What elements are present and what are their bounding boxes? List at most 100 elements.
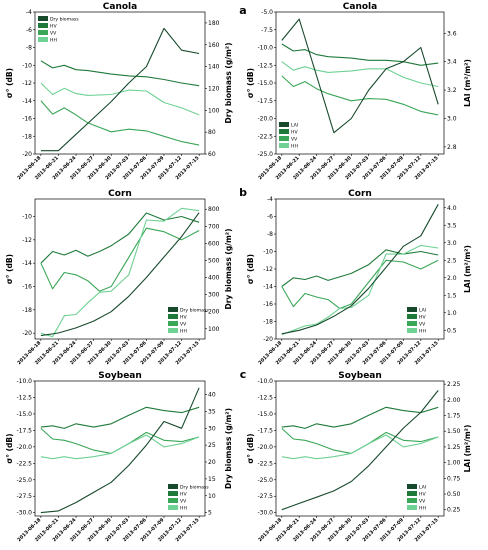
y-tick-label: -12 <box>22 237 32 244</box>
series-line-hv <box>281 43 439 66</box>
legend-entry: VV <box>419 322 426 328</box>
chart-corn-biomass: Corn -20 -18 -16 -14 -12 -10 100 200 300 400 500 600… <box>5 189 233 366</box>
legend-entry: LAI <box>291 123 298 129</box>
y2-tick-label: 160 <box>208 42 220 49</box>
chart-soybean-lai: Soybean -30.0 -27.5 -25.0 -22.5 -20.0 -17.5 -15… <box>246 371 472 543</box>
series-line-dry-biomass <box>40 27 200 152</box>
legend-entry: HV <box>419 492 426 498</box>
y-tick-label: -15.0 <box>16 411 32 418</box>
y2-tick-label: 1.00 <box>447 460 461 467</box>
y-tick-label: -20 <box>263 336 273 343</box>
y2-tick-label: 3.0 <box>447 240 457 247</box>
series-line-hv <box>281 249 439 287</box>
y-axis-label: σ° (dB) <box>246 68 255 98</box>
series-line-hh <box>40 82 200 116</box>
legend-swatch <box>38 23 48 28</box>
y-tick-label: -4 <box>26 9 32 16</box>
legend-entry: HV <box>50 24 57 30</box>
y-tick-label: -10 <box>22 62 32 69</box>
y2-tick-label: 15 <box>208 476 216 483</box>
y2-axis-label: Dry biomass (g/m²) <box>224 229 233 310</box>
legend-entry: Dry biomass <box>180 485 209 491</box>
series-line-vv <box>40 427 200 454</box>
y2-tick-label: 1.25 <box>447 444 461 451</box>
legend-entry: HH <box>291 144 298 150</box>
y2-tick-label: 120 <box>208 85 220 92</box>
y2-tick-label: 35 <box>208 408 216 415</box>
y2-tick-label: 2.8 <box>447 144 457 151</box>
series-line-vv <box>40 100 200 146</box>
legend-swatch <box>407 498 417 503</box>
panel-label-a: a <box>239 4 246 17</box>
legend-swatch <box>407 491 417 496</box>
legend-swatch <box>168 314 178 319</box>
y-tick-label: -16 <box>263 301 273 308</box>
y2-tick-label: 3.0 <box>447 116 457 123</box>
y2-tick-label: 2.0 <box>447 275 457 282</box>
y-tick-label: -6 <box>267 214 273 221</box>
y-tick-label: -17.5 <box>257 98 273 105</box>
y-tick-label: -20 <box>22 151 32 158</box>
series-line-hh <box>40 434 200 460</box>
series-line-lai <box>281 390 439 511</box>
legend-swatch <box>407 314 417 319</box>
y-tick-label: -18 <box>22 307 32 314</box>
y2-tick-label: 500 <box>208 257 220 264</box>
series-line-vv <box>40 227 200 292</box>
y-tick-label: -12 <box>263 266 273 273</box>
y-tick-label: -10 <box>22 214 32 221</box>
legend-swatch <box>279 129 289 134</box>
y2-tick-label: 40 <box>208 392 216 399</box>
y2-tick-label: 3.5 <box>447 222 457 229</box>
series-line-dry-biomass <box>40 387 200 514</box>
y2-tick-label: 180 <box>208 20 220 27</box>
y-axis-label: σ° (dB) <box>5 68 14 98</box>
y-tick-label: -18 <box>22 133 32 140</box>
chart-title: Corn <box>348 189 372 199</box>
y2-tick-label: 200 <box>208 309 220 316</box>
y-tick-label: -22.5 <box>16 460 32 467</box>
series-line-lai <box>281 204 439 335</box>
series-line-hv <box>40 60 200 87</box>
legend-swatch <box>168 321 178 326</box>
y2-tick-label: 4.0 <box>447 205 457 212</box>
y-tick-label: -12.5 <box>257 62 273 69</box>
y-tick-label: -16 <box>22 284 32 291</box>
legend-swatch <box>38 16 48 21</box>
y2-tick-label: 25 <box>208 442 216 449</box>
legend-entry: HH <box>419 506 426 512</box>
y-tick-label: -16 <box>22 116 32 123</box>
y2-tick-label: 3.2 <box>447 87 457 94</box>
chart-title: Soybean <box>338 371 382 381</box>
y-tick-label: -22.5 <box>257 460 273 467</box>
legend-entry: LAI <box>419 485 426 491</box>
y-axis-label: σ° (dB) <box>246 433 255 463</box>
legend-entry: HV <box>180 315 187 321</box>
y-tick-label: -12 <box>22 80 32 87</box>
legend-swatch <box>407 505 417 510</box>
legend-swatch <box>168 328 178 333</box>
y-tick-label: -6 <box>26 27 32 34</box>
legend-entry: HV <box>291 130 298 136</box>
legend-swatch <box>407 484 417 489</box>
series-line-vv <box>281 427 439 454</box>
y2-tick-label: 60 <box>208 151 216 158</box>
y2-tick-label: 800 <box>208 206 220 213</box>
y2-tick-label: 1.0 <box>447 310 457 317</box>
y-tick-label: -10.0 <box>257 378 273 385</box>
y-tick-label: -25.0 <box>257 151 273 158</box>
y-tick-label: -14 <box>22 260 32 267</box>
legend-swatch <box>279 122 289 127</box>
y2-axis-label: LAI (m²/m²) <box>463 59 472 107</box>
y2-tick-label: 2.25 <box>447 381 461 388</box>
y2-tick-label: 5 <box>208 510 212 517</box>
y2-axis-label: LAI (m²/m²) <box>463 245 472 293</box>
legend-swatch <box>407 307 417 312</box>
legend-entry: Dry biomass <box>180 308 209 314</box>
y2-tick-label: 100 <box>208 326 220 333</box>
legend-entry: HH <box>50 38 57 44</box>
chart-title: Canola <box>103 2 137 12</box>
